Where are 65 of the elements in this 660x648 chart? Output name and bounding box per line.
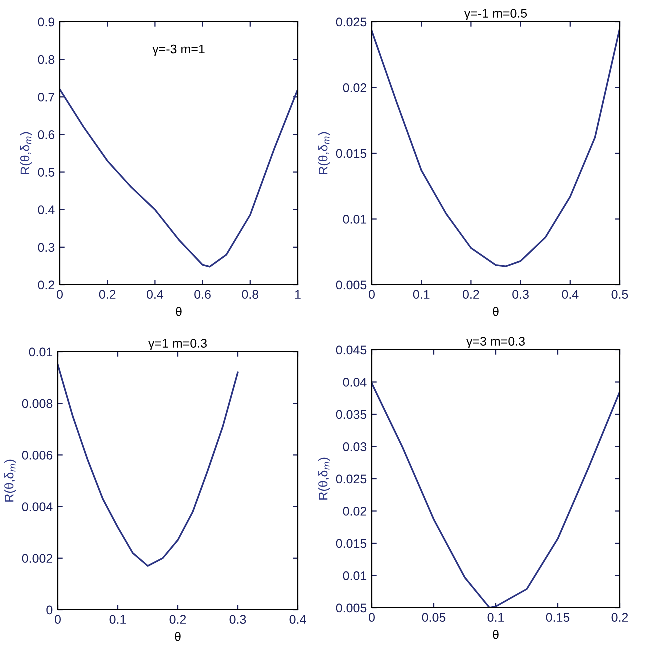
y-tick-label: 0.005 xyxy=(336,280,367,290)
y-tick-label: 0.7 xyxy=(38,92,55,102)
x-tick-label: 0.2 xyxy=(99,290,116,300)
x-tick-label: 0.2 xyxy=(170,615,186,624)
x-tick-label: 0.05 xyxy=(422,613,446,622)
x-tick-label: 0.3 xyxy=(230,615,246,624)
chart-title: γ=-1 m=0.5 xyxy=(464,9,528,20)
y-tick-label: 0.8 xyxy=(38,55,55,64)
y-tick-label: 0.004 xyxy=(22,502,53,512)
y-tick-label: 0.02 xyxy=(343,507,367,516)
x-tick-label: 0 xyxy=(57,290,63,300)
y-tick-label: 0.005 xyxy=(336,604,367,613)
y-axis-title: R(θ,δ$_{m}$) xyxy=(318,132,330,174)
y-axis-title: R(θ,δ$_{m}$) xyxy=(318,458,330,500)
y-tick-label: 0.008 xyxy=(22,399,53,408)
x-tick-label: 0.3 xyxy=(512,290,529,300)
x-axis-title: θ xyxy=(175,632,181,642)
y-tick-label: 0.035 xyxy=(336,410,367,420)
x-tick-label: 0.4 xyxy=(290,615,306,624)
x-tick-label: 0.1 xyxy=(488,613,504,622)
x-tick-label: 1 xyxy=(295,290,301,299)
x-tick-label: 0.1 xyxy=(110,615,126,624)
chart-title: γ=3 m=0.3 xyxy=(466,337,525,348)
y-tick-label: 0.025 xyxy=(336,18,367,27)
x-axis-title: θ xyxy=(176,307,182,316)
y-tick-label: 0.006 xyxy=(22,451,53,460)
y-axis-title: R(θ,δ$_{m}$) xyxy=(4,460,16,502)
y-tick-label: 0.04 xyxy=(343,378,367,387)
y-tick-label: 0.045 xyxy=(336,346,367,355)
y-tick-label: 0.03 xyxy=(343,442,367,452)
y-tick-label: 0.01 xyxy=(343,572,367,580)
y-tick-label: 0.5 xyxy=(38,168,55,177)
y-tick-label: 0.01 xyxy=(29,348,53,357)
x-axis-title: θ xyxy=(493,307,499,316)
y-tick-label: 0.9 xyxy=(38,18,55,27)
x-tick-label: 0 xyxy=(55,615,61,624)
x-tick-label: 0.4 xyxy=(562,290,579,300)
x-tick-label: 0.2 xyxy=(612,613,628,622)
y-tick-label: 0.2 xyxy=(38,280,55,290)
x-axis-title: θ xyxy=(493,630,499,640)
chart-title: γ=1 m=0.3 xyxy=(148,339,207,350)
y-axis-title: R(θ,δ$_{m}$) xyxy=(20,132,32,174)
x-tick-label: 0.1 xyxy=(413,290,430,300)
y-tick-label: 0.002 xyxy=(22,554,53,564)
x-tick-label: 0 xyxy=(369,290,375,300)
y-tick-label: 0.025 xyxy=(336,474,367,484)
y-tick-label: 0.6 xyxy=(38,130,55,140)
y-tick-label: 0.015 xyxy=(336,149,367,158)
line-series xyxy=(60,88,298,268)
x-tick-label: 0.15 xyxy=(546,613,570,622)
y-tick-label: 0.02 xyxy=(343,84,367,92)
y-tick-label: 0.4 xyxy=(38,206,55,215)
line-series xyxy=(372,28,620,268)
x-tick-label: 0.8 xyxy=(242,290,259,300)
x-tick-label: 0.2 xyxy=(463,290,480,300)
line-series xyxy=(58,364,239,567)
x-tick-label: 0.5 xyxy=(612,290,628,300)
y-tick-label: 0.3 xyxy=(38,243,55,252)
y-tick-label: 0.015 xyxy=(336,539,367,548)
x-tick-label: 0.4 xyxy=(147,290,164,300)
y-tick-label: 0 xyxy=(46,606,53,615)
x-tick-label: 0 xyxy=(369,613,375,622)
x-tick-label: 0.6 xyxy=(194,290,211,300)
annotation: γ=-3 m=1 xyxy=(152,44,205,56)
y-tick-label: 0.01 xyxy=(343,215,367,224)
